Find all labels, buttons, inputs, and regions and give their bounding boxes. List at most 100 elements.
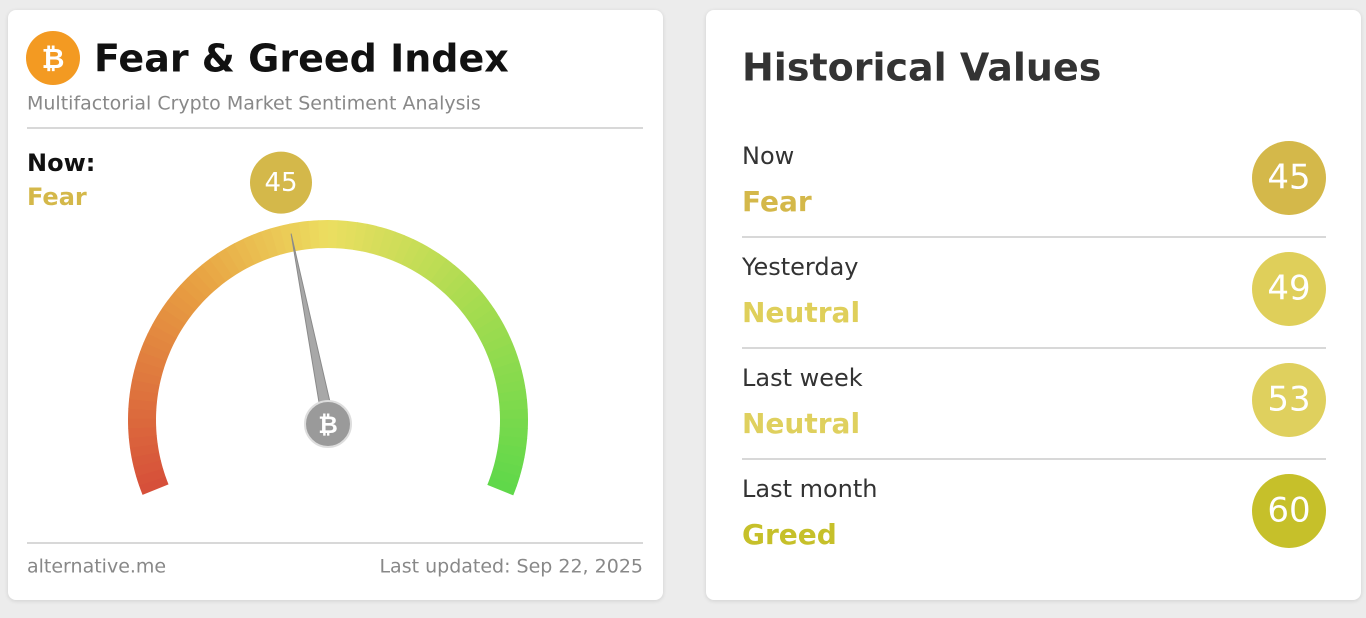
row-label: Last month: [742, 475, 878, 503]
arc-segment: [260, 228, 279, 258]
arc-segment: [129, 443, 160, 458]
arc-segment: [336, 220, 349, 249]
arc-segment: [173, 284, 202, 311]
now-label: Now:: [27, 149, 95, 177]
arc-segment: [298, 220, 312, 250]
arc-segment: [152, 315, 182, 339]
arc-segment: [497, 389, 527, 403]
history-card: [706, 10, 1361, 600]
arc-segment: [498, 435, 528, 449]
row-value: 60: [1267, 491, 1310, 531]
arc-segment: [234, 238, 256, 269]
arc-segment: [492, 360, 522, 378]
arc-segment: [443, 271, 470, 299]
arc-segment: [496, 379, 526, 395]
history-title: Historical Values: [742, 46, 1101, 90]
arc-segment: [369, 225, 387, 256]
last-updated: Last updated: Sep 22, 2025: [379, 556, 643, 578]
arc-segment: [494, 370, 525, 386]
arc-segment: [130, 379, 160, 394]
arc-segment: [132, 369, 162, 386]
arc-segment: [167, 292, 196, 318]
arc-segment: [136, 351, 167, 370]
arc-segment: [242, 234, 263, 265]
arc-segment: [486, 342, 517, 362]
arc-segment: [187, 271, 214, 299]
arc-segment: [140, 342, 170, 362]
title: Fear & Greed Index: [94, 37, 509, 81]
arc-segment: [201, 258, 227, 287]
row-label: Now: [742, 142, 794, 170]
row-value-circle: [1252, 141, 1326, 215]
row-value-circle: [1252, 474, 1326, 548]
arc-segment: [489, 351, 520, 370]
value-bubble: [249, 151, 312, 214]
arc-segment: [344, 220, 358, 250]
arc-segment: [217, 247, 241, 277]
row-value-circle: [1252, 363, 1326, 437]
arc-segment: [416, 248, 440, 278]
value-label: 45: [264, 168, 297, 198]
arc-segment: [162, 299, 191, 324]
arc-segment: [475, 316, 505, 339]
arc-segment: [128, 426, 157, 439]
arc-segment: [385, 231, 405, 262]
row-value: 49: [1267, 269, 1310, 309]
bitcoin-logo: [26, 31, 80, 85]
arc-segment: [487, 476, 517, 496]
arc-segment: [194, 264, 220, 293]
row-label: Last week: [742, 364, 863, 392]
arc-segment: [156, 307, 186, 331]
arc-segment: [353, 222, 368, 252]
source: alternative.me: [27, 556, 166, 578]
row-classification: Greed: [742, 518, 837, 551]
row-classification: Fear: [742, 185, 812, 218]
arc-segment: [449, 278, 477, 305]
arc-segment: [251, 231, 271, 262]
arc-segment: [499, 427, 528, 439]
arc-segment: [490, 468, 520, 487]
arc-segment: [129, 388, 159, 403]
arc-segment: [133, 459, 164, 477]
arc-segment: [483, 333, 513, 354]
arc-segment: [495, 452, 525, 468]
arc-segment: [180, 277, 208, 305]
arc-segment: [460, 292, 489, 318]
arc-segment: [225, 243, 248, 273]
arc-segment: [408, 243, 431, 273]
needle: [290, 233, 335, 422]
arc-segment: [479, 324, 509, 347]
arc-segment: [496, 443, 527, 458]
row-classification: Neutral: [742, 407, 860, 440]
arc-segment: [401, 239, 423, 269]
bitcoin-symbol: ₿: [42, 42, 65, 75]
row-label: Yesterday: [741, 253, 859, 281]
needle-hub: [304, 400, 352, 448]
arc-segment: [499, 399, 528, 411]
arc-segment: [147, 324, 177, 346]
subtitle: Multifactorial Crypto Market Sentiment A…: [27, 93, 481, 115]
hub-symbol: ₿: [318, 411, 338, 439]
arc-segment: [361, 223, 377, 254]
arc-segment: [289, 222, 304, 252]
arc-segment: [138, 476, 169, 495]
arc-segment: [465, 300, 495, 325]
gauge-card: [8, 10, 663, 600]
gauge-arc: [128, 220, 528, 496]
now-classification: Fear: [27, 183, 87, 211]
arc-segment: [308, 220, 321, 249]
arc-segment: [454, 285, 483, 311]
arc-segment: [131, 451, 161, 468]
row-value: 53: [1267, 380, 1310, 420]
row-value: 45: [1267, 158, 1310, 198]
arc-segment: [492, 460, 523, 477]
arc-segment: [128, 398, 157, 411]
arc-segment: [279, 223, 296, 254]
arc-segment: [209, 253, 234, 282]
row-classification: Neutral: [742, 296, 860, 329]
arc-segment: [143, 333, 174, 354]
arc-segment: [430, 259, 455, 288]
arc-segment: [128, 435, 158, 448]
